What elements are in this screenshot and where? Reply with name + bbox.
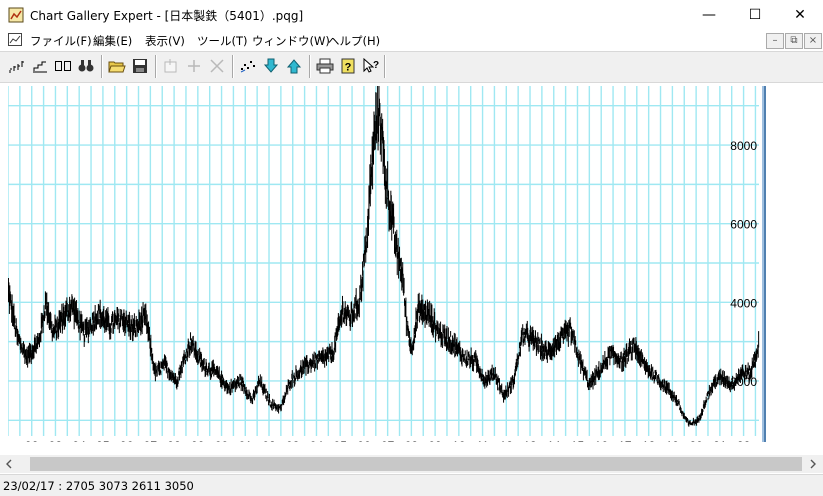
x-tick-label: 97 bbox=[144, 439, 158, 442]
context-help-icon[interactable]: ? bbox=[360, 55, 382, 77]
menu-help[interactable]: ヘルプ(H) bbox=[328, 34, 381, 48]
toolbar-separator bbox=[155, 55, 157, 78]
x-tick-label: 09 bbox=[428, 439, 442, 442]
upload-icon[interactable] bbox=[283, 55, 305, 77]
find-icon[interactable] bbox=[75, 55, 97, 77]
toolbar-separator bbox=[101, 55, 103, 78]
x-tick-label: 02 bbox=[262, 439, 276, 442]
x-tick-label: 16 bbox=[595, 439, 609, 442]
x-tick-label: 19 bbox=[666, 439, 680, 442]
x-tick-label: 94 bbox=[73, 439, 87, 442]
x-tick-label: 06 bbox=[357, 439, 371, 442]
download-icon[interactable] bbox=[260, 55, 282, 77]
x-tick-label: 08 bbox=[405, 439, 419, 442]
help-icon[interactable]: ? bbox=[337, 55, 359, 77]
x-tick-label: 96 bbox=[120, 439, 134, 442]
price-chart[interactable]: 92 93 94 95 96 97 98 99 00 01 02 03 04 05 06 07 08 09 10 11… bbox=[8, 86, 767, 442]
x-tick-label: 95 bbox=[96, 439, 110, 442]
menu-edit[interactable]: 編集(E) bbox=[93, 34, 133, 48]
scrollbar-thumb[interactable] bbox=[30, 457, 802, 471]
horizontal-scrollbar[interactable] bbox=[0, 455, 823, 473]
toolbar: ? ? bbox=[0, 51, 823, 83]
app-logo-icon bbox=[8, 7, 24, 23]
x-tick-label: 17 bbox=[618, 439, 632, 442]
close-button[interactable]: ✕ bbox=[777, 0, 823, 30]
open-folder-icon[interactable] bbox=[106, 55, 128, 77]
x-tick-label: 00 bbox=[215, 439, 229, 442]
document-icon[interactable] bbox=[8, 33, 22, 46]
print-icon[interactable] bbox=[314, 55, 336, 77]
menu-tools[interactable]: ツール(T) bbox=[197, 34, 248, 48]
mdi-close-button[interactable]: × bbox=[804, 33, 822, 49]
x-tick-label: 10 bbox=[452, 439, 466, 442]
candlestick-chart-icon[interactable] bbox=[6, 55, 28, 77]
x-tick-label: 05 bbox=[334, 439, 348, 442]
save-icon[interactable] bbox=[129, 55, 151, 77]
mdi-restore-button[interactable]: ⧉ bbox=[785, 33, 803, 49]
menu-bar: ファイル(F) 編集(E) 表示(V) ツール(T) ウィンドウ(W) ヘルプ(… bbox=[0, 30, 823, 50]
chart-cursor-line bbox=[764, 86, 766, 442]
add-icon[interactable] bbox=[183, 55, 205, 77]
menu-view[interactable]: 表示(V) bbox=[145, 34, 185, 48]
y-tick-label: 2000 bbox=[730, 375, 757, 389]
toolbar-separator bbox=[309, 55, 311, 78]
compare-chart-icon[interactable] bbox=[52, 55, 74, 77]
status-bar: 23/02/17 : 2705 3073 2611 3050 bbox=[0, 474, 823, 496]
window-title: Chart Gallery Expert - [日本製鉄（5401）.pqg] bbox=[30, 9, 304, 23]
x-tick-label: 18 bbox=[642, 439, 656, 442]
minimize-button[interactable]: — bbox=[686, 0, 732, 30]
close-icon: ✕ bbox=[794, 7, 806, 23]
menu-file[interactable]: ファイル(F) bbox=[30, 34, 92, 48]
scroll-right-icon[interactable] bbox=[808, 459, 818, 469]
maximize-icon: ☐ bbox=[748, 7, 762, 23]
line-chart-icon[interactable] bbox=[29, 55, 51, 77]
mdi-minimize-button[interactable]: – bbox=[766, 33, 784, 49]
y-tick-label: 4000 bbox=[730, 296, 757, 310]
y-tick-label: 8000 bbox=[730, 139, 757, 153]
x-tick-label: 11 bbox=[476, 439, 489, 442]
delete-icon[interactable] bbox=[206, 55, 228, 77]
status-text: 23/02/17 : 2705 3073 2611 3050 bbox=[3, 479, 194, 493]
y-axis-line bbox=[762, 86, 764, 442]
x-tick-label: 13 bbox=[523, 439, 537, 442]
x-tick-label: 21 bbox=[713, 439, 727, 442]
x-tick-label: 12 bbox=[500, 439, 514, 442]
x-tick-label: 01 bbox=[239, 439, 253, 442]
x-tick-label: 93 bbox=[49, 439, 63, 442]
toolbar-separator bbox=[232, 55, 234, 78]
x-tick-label: 98 bbox=[167, 439, 181, 442]
x-tick-label: 07 bbox=[381, 439, 395, 442]
svg-text:?: ? bbox=[345, 62, 352, 74]
y-tick-label: 6000 bbox=[730, 218, 757, 232]
title-bar: Chart Gallery Expert - [日本製鉄（5401）.pqg] … bbox=[0, 0, 823, 30]
x-tick-label: 99 bbox=[191, 439, 205, 442]
x-tick-label: 03 bbox=[286, 439, 300, 442]
scroll-left-icon[interactable] bbox=[4, 459, 14, 469]
menu-window[interactable]: ウィンドウ(W) bbox=[252, 34, 330, 48]
minimize-icon: — bbox=[702, 7, 716, 23]
toolbar-separator bbox=[384, 55, 386, 78]
maximize-button[interactable]: ☐ bbox=[732, 0, 778, 30]
x-tick-label: 04 bbox=[310, 439, 324, 442]
x-tick-label: 14 bbox=[547, 439, 561, 442]
x-tick-label: 15 bbox=[571, 439, 585, 442]
scatter-icon[interactable] bbox=[237, 55, 259, 77]
x-tick-label: 22 bbox=[737, 439, 751, 442]
x-tick-label: 20 bbox=[689, 439, 703, 442]
properties-icon[interactable] bbox=[160, 55, 182, 77]
x-tick-label: 92 bbox=[25, 439, 39, 442]
svg-text:?: ? bbox=[373, 60, 379, 71]
